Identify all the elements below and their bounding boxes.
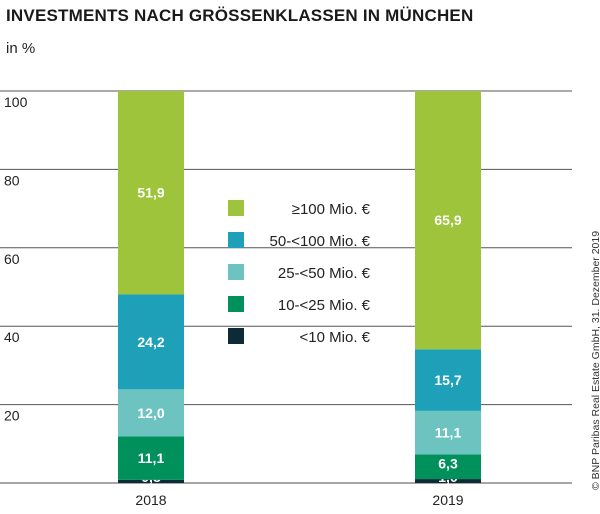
legend-swatch <box>228 296 244 312</box>
data-label: 12,0 <box>137 405 164 421</box>
bar-segment <box>118 294 184 390</box>
bar-segment <box>415 91 481 350</box>
bar-segment <box>118 389 184 437</box>
legend-swatch <box>228 232 244 248</box>
x-tick-label: 2019 <box>432 492 463 508</box>
legend-swatch <box>228 328 244 344</box>
y-tick-label: 40 <box>4 329 20 345</box>
y-tick-label: 60 <box>4 251 20 267</box>
bar-segment <box>118 479 184 483</box>
bar-segment <box>118 436 184 480</box>
data-label: 6,3 <box>438 456 458 472</box>
data-label: 65,9 <box>434 212 461 228</box>
legend-label: 50-<100 Mio. € <box>270 233 371 250</box>
data-label: 15,7 <box>434 372 461 388</box>
data-label: 11,1 <box>435 425 462 441</box>
legend-label: ≥100 Mio. € <box>292 201 371 218</box>
bar-segment <box>415 454 481 480</box>
bar-segment <box>415 479 481 483</box>
legend-label: 10-<25 Mio. € <box>278 297 371 314</box>
legend-label: 25-<50 Mio. € <box>278 265 371 282</box>
x-tick-label: 2018 <box>135 492 166 508</box>
data-label: 24,2 <box>137 334 164 350</box>
data-label: 51,9 <box>137 185 164 201</box>
data-label: 11,1 <box>138 450 165 466</box>
legend-swatch <box>228 200 244 216</box>
legend-swatch <box>228 264 244 280</box>
y-tick-label: 80 <box>4 172 20 188</box>
bar-segment <box>118 91 184 295</box>
y-axis-label: in % <box>6 40 36 57</box>
bar-segment <box>415 349 481 411</box>
y-tick-label: 20 <box>4 408 20 424</box>
chart-title: INVESTMENTS NACH GRÖSSENKLASSEN IN MÜNCH… <box>6 6 474 25</box>
legend-label: <10 Mio. € <box>300 329 371 346</box>
y-tick-label: 100 <box>4 94 28 110</box>
bar-segment <box>415 410 481 455</box>
